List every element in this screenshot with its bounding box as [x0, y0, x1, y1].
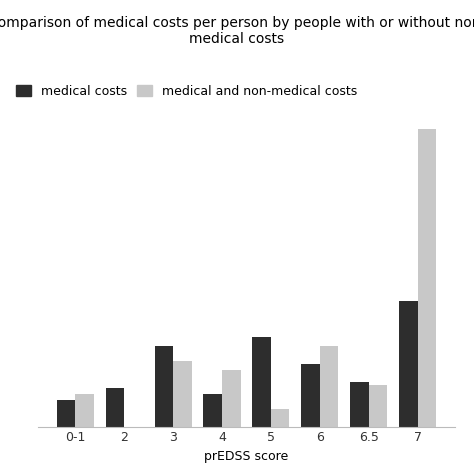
Bar — [173, 361, 192, 427]
Bar — [301, 364, 320, 427]
Bar — [57, 400, 75, 427]
Bar — [369, 385, 387, 427]
Legend: medical costs, medical and non-medical costs: medical costs, medical and non-medical c… — [16, 85, 357, 98]
Bar — [106, 388, 124, 427]
Bar — [75, 394, 94, 427]
X-axis label: prEDSS score: prEDSS score — [204, 450, 289, 463]
Bar — [320, 346, 338, 427]
Bar — [203, 394, 222, 427]
Bar — [271, 409, 290, 427]
Bar — [418, 128, 436, 427]
Bar — [252, 337, 271, 427]
Bar — [155, 346, 173, 427]
Text: Comparison of medical costs per person by people with or without non-
medical co: Comparison of medical costs per person b… — [0, 16, 474, 46]
Bar — [222, 370, 241, 427]
Bar — [399, 301, 418, 427]
Bar — [350, 382, 369, 427]
